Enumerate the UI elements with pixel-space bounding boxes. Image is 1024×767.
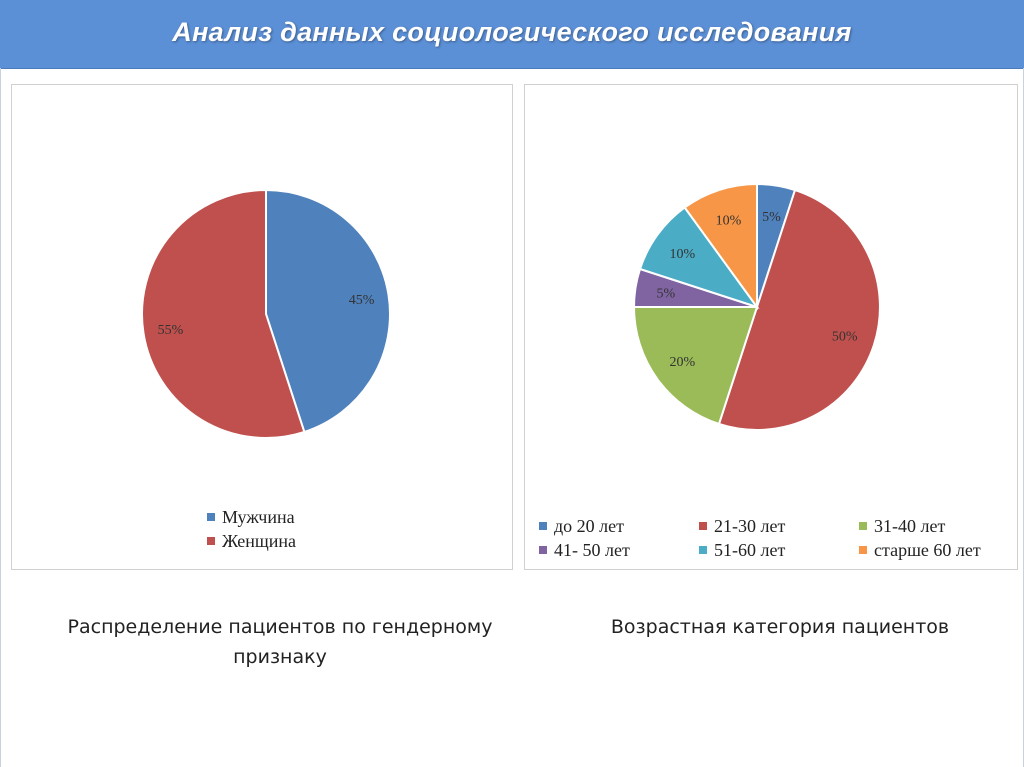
- gender-legend: Мужчина Женщина: [207, 505, 296, 553]
- age-data-label-2: 50%: [832, 330, 858, 345]
- age-chart-box: 5% 50% 20% 5% 10% 10% до 20 лет 21-30 лет 31-40…: [524, 84, 1018, 570]
- age-legend-item-3: 31-40 лет: [859, 515, 1015, 537]
- age-legend-swatch-4: [539, 546, 547, 554]
- age-data-label-6: 10%: [716, 213, 742, 228]
- gender-chart-box: 45% 55% Мужчина Женщина: [11, 84, 513, 570]
- age-legend-item-2: 21-30 лет: [699, 515, 859, 537]
- gender-data-label-2: 55%: [158, 323, 184, 338]
- age-legend-item-4: 41- 50 лет: [539, 539, 699, 561]
- age-slice-3: [632, 306, 759, 426]
- gender-legend-swatch-1: [207, 513, 215, 521]
- age-slice-2: [717, 188, 881, 431]
- age-legend-swatch-3: [859, 522, 867, 530]
- frame-left-line: [0, 68, 1, 767]
- gender-data-label-1: 45%: [349, 293, 375, 308]
- age-legend-swatch-2: [699, 522, 707, 530]
- age-legend-item-1: до 20 лет: [539, 515, 699, 537]
- age-legend-swatch-6: [859, 546, 867, 554]
- age-slice-5: [638, 206, 760, 309]
- age-legend: до 20 лет 21-30 лет 31-40 лет 41- 50 лет 51-…: [539, 515, 1015, 561]
- age-legend-label-4: 41- 50 лет: [554, 539, 630, 560]
- gender-slice-1: [265, 188, 391, 434]
- page-title: Анализ данных социологического исследова…: [172, 17, 852, 47]
- age-pie-chart: 5% 50% 20% 5% 10% 10%: [632, 182, 881, 431]
- title-bar: Анализ данных социологического исследова…: [0, 0, 1024, 69]
- age-legend-item-6: старше 60 лет: [859, 539, 1015, 561]
- gender-slice-2: [141, 188, 306, 439]
- gender-legend-label-2: Женщина: [222, 530, 296, 551]
- age-legend-label-1: до 20 лет: [554, 515, 624, 536]
- gender-legend-item-1: Мужчина: [207, 505, 296, 529]
- gender-pie-chart: 45% 55%: [141, 188, 391, 439]
- gender-legend-swatch-2: [207, 537, 215, 545]
- age-chart-caption: Возрастная категория пациентов: [610, 616, 950, 638]
- gender-chart-caption: Распределение пациентов по гендерному пр…: [67, 616, 493, 668]
- age-legend-label-6: старше 60 лет: [874, 539, 981, 560]
- age-data-label-3: 20%: [670, 355, 696, 370]
- age-data-label-5: 10%: [670, 247, 696, 262]
- age-legend-swatch-1: [539, 522, 547, 530]
- age-slice-6: [683, 182, 758, 311]
- age-legend-label-2: 21-30 лет: [714, 515, 786, 536]
- age-legend-swatch-5: [699, 546, 707, 554]
- gender-legend-label-1: Мужчина: [222, 506, 295, 527]
- age-data-label-4: 5%: [657, 287, 676, 302]
- age-legend-item-5: 51-60 лет: [699, 539, 859, 561]
- gender-legend-item-2: Женщина: [207, 529, 296, 553]
- age-legend-label-5: 51-60 лет: [714, 539, 786, 560]
- age-legend-label-3: 31-40 лет: [874, 515, 946, 536]
- age-data-label-1: 5%: [762, 210, 781, 225]
